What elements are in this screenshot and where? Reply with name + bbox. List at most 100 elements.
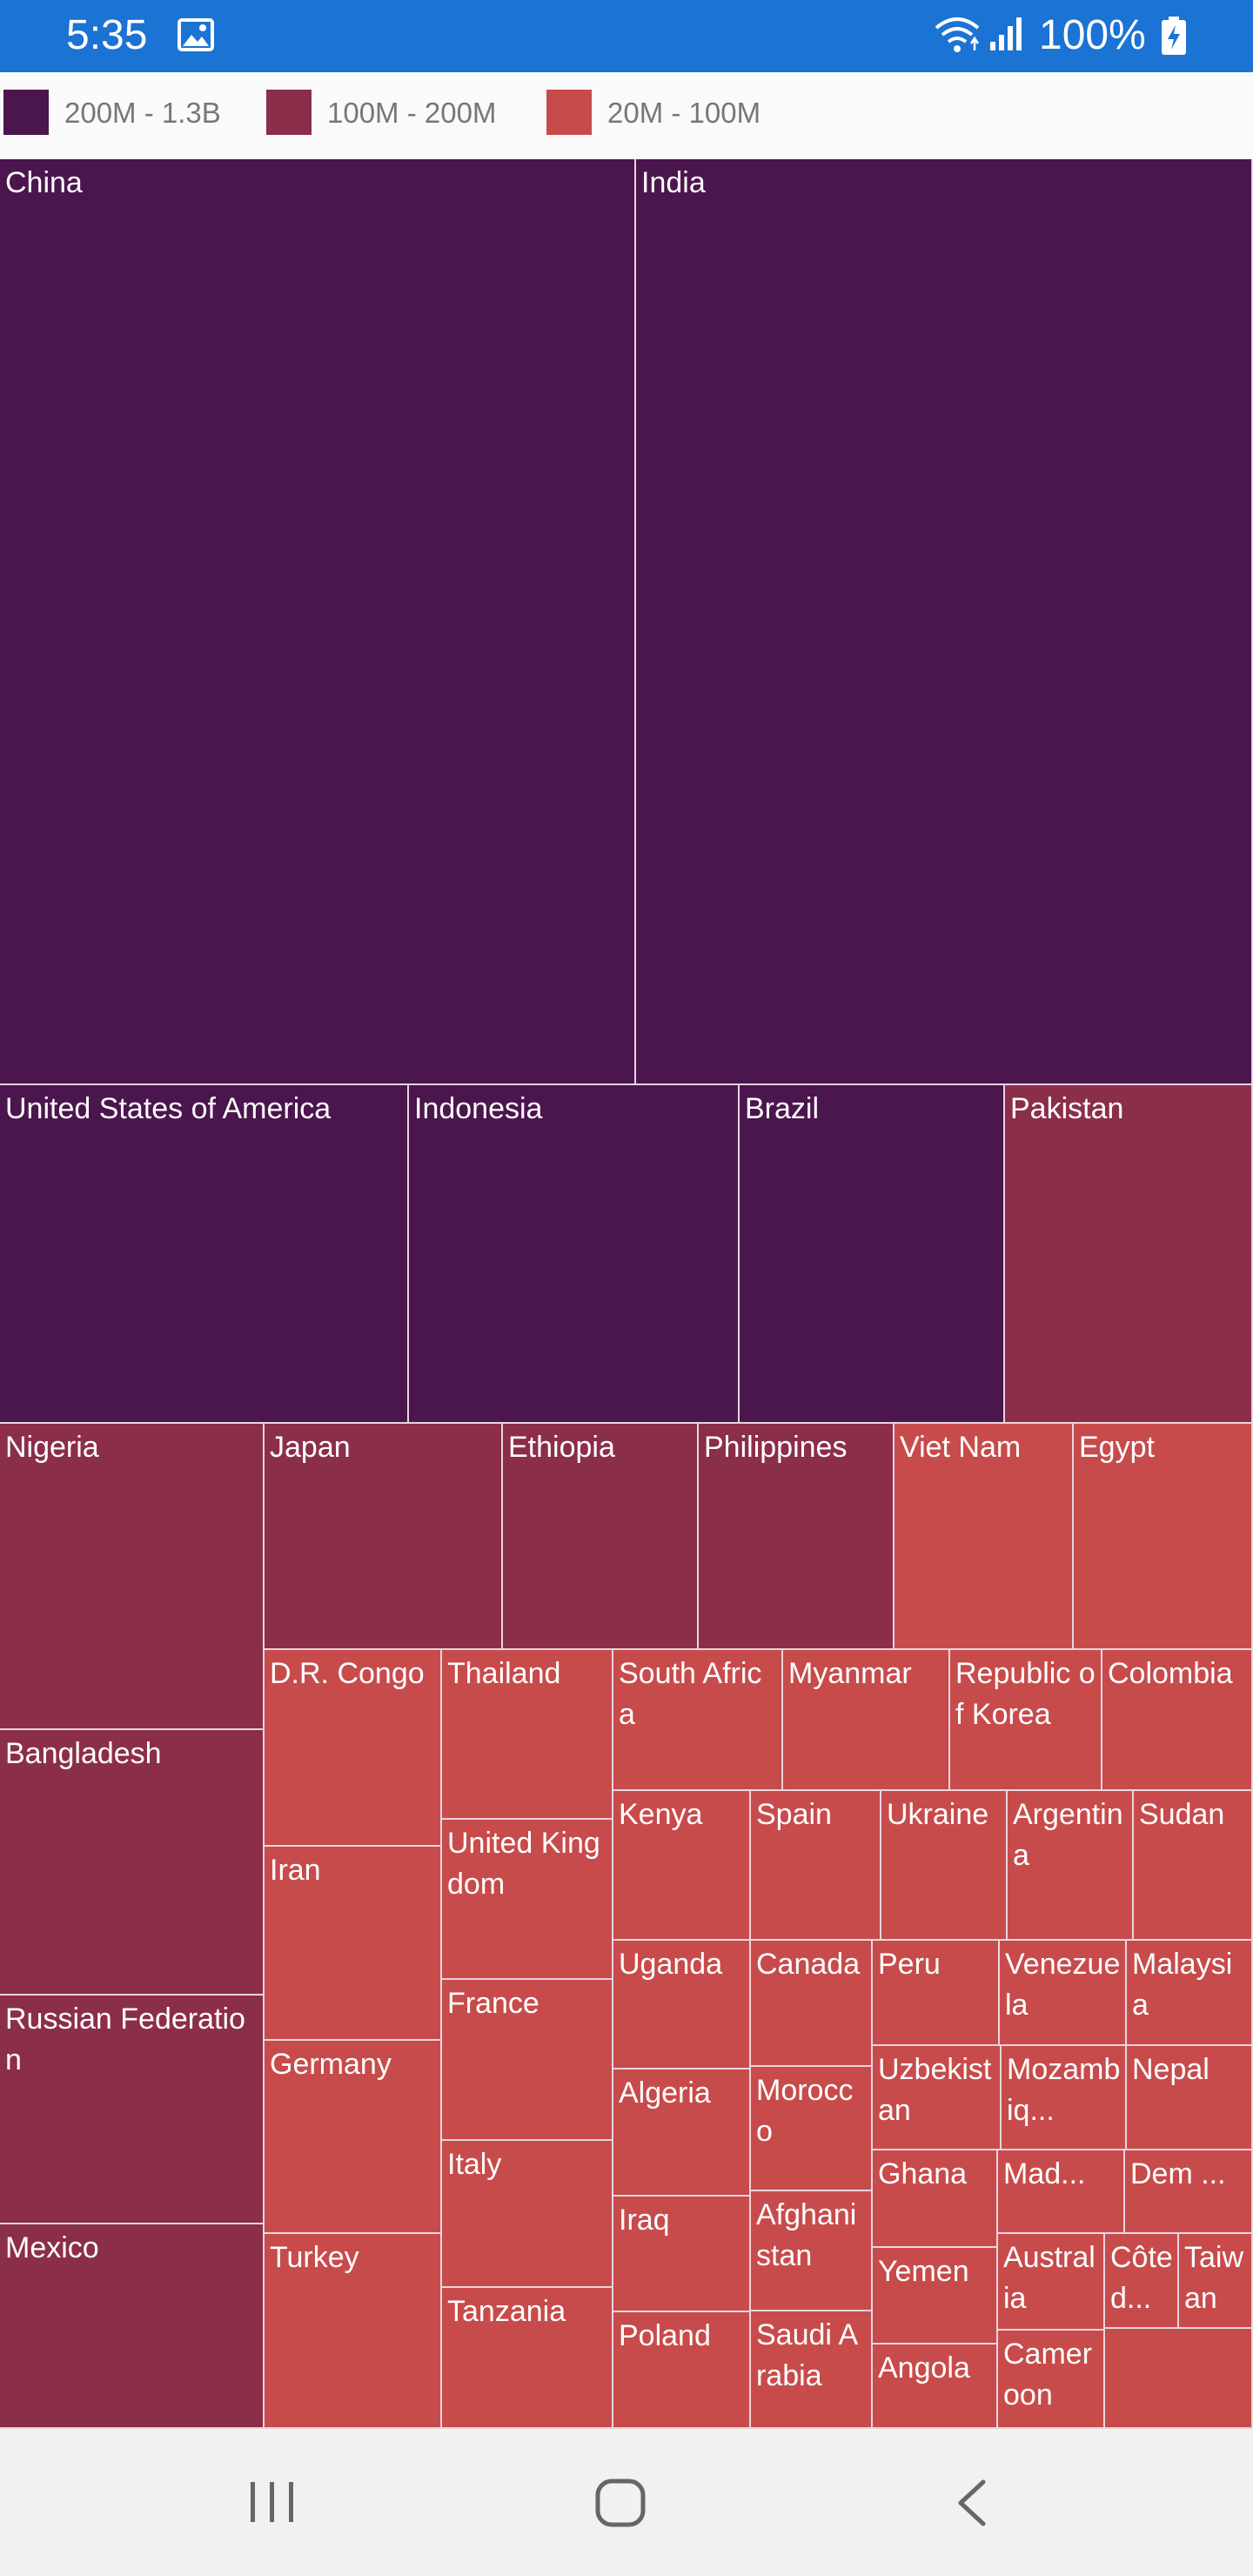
treemap-tile-nepal[interactable]: Nepal bbox=[1127, 2046, 1253, 2150]
treemap-tile-egypt[interactable]: Egypt bbox=[1074, 1424, 1253, 1650]
treemap-tile-label: Australia bbox=[1003, 2241, 1096, 2315]
treemap-tile-angola[interactable]: Angola bbox=[873, 2345, 998, 2429]
treemap-tile-label: Afghanistan bbox=[756, 2198, 857, 2272]
treemap-tile-bangladesh[interactable]: Bangladesh bbox=[0, 1730, 265, 1996]
treemap-tile-peru[interactable]: Peru bbox=[873, 1941, 1000, 2046]
treemap-tile-label: Myanmar bbox=[788, 1657, 912, 1690]
treemap-tile-pakistan[interactable]: Pakistan bbox=[1005, 1085, 1253, 1424]
treemap-tile-taiwan[interactable]: Taiwan bbox=[1179, 2234, 1253, 2329]
treemap-tile-united-kingdom[interactable]: United Kingdom bbox=[442, 1820, 613, 1980]
treemap-tile-label: United Kingdom bbox=[447, 1827, 600, 1901]
treemap-tile-italy[interactable]: Italy bbox=[442, 2141, 613, 2288]
treemap-tile-dem[interactable]: Dem ... bbox=[1125, 2150, 1253, 2234]
treemap-tile-china[interactable]: China bbox=[0, 159, 636, 1085]
treemap-tile-yemen[interactable]: Yemen bbox=[873, 2248, 998, 2345]
treemap-tile-thailand[interactable]: Thailand bbox=[442, 1650, 613, 1820]
status-bar: 5:35 100% bbox=[0, 0, 1253, 72]
legend-label: 200M - 1.3B bbox=[64, 97, 221, 129]
treemap-tile-label: South Africa bbox=[619, 1657, 762, 1731]
home-icon[interactable] bbox=[593, 2477, 647, 2529]
treemap-tile-mozambiq[interactable]: Mozambiq... bbox=[1002, 2046, 1127, 2150]
treemap-tile-argentina[interactable]: Argentina bbox=[1008, 1791, 1134, 1941]
recent-apps-icon[interactable] bbox=[247, 2479, 298, 2526]
treemap-tile-label: Tanzania bbox=[447, 2295, 566, 2328]
treemap-tile-label: Angola bbox=[878, 2351, 970, 2385]
treemap-tile-philippines[interactable]: Philippines bbox=[699, 1424, 895, 1650]
treemap-tile-spain[interactable]: Spain bbox=[751, 1791, 881, 1941]
treemap-tile-australia[interactable]: Australia bbox=[998, 2234, 1105, 2331]
chart-legend: 200M - 1.3B 100M - 200M 20M - 100M bbox=[0, 72, 1253, 159]
treemap-tile-label: Japan bbox=[270, 1431, 351, 1464]
treemap-tile-label: Sudan bbox=[1139, 1798, 1225, 1831]
treemap-tile-kenya[interactable]: Kenya bbox=[613, 1791, 751, 1941]
treemap-tile-brazil[interactable]: Brazil bbox=[740, 1085, 1005, 1424]
back-icon[interactable] bbox=[952, 2477, 994, 2529]
treemap-tile-myanmar[interactable]: Myanmar bbox=[783, 1650, 950, 1791]
treemap-tile-afghanistan[interactable]: Afghanistan bbox=[751, 2191, 873, 2311]
treemap-tile-poland[interactable]: Poland bbox=[613, 2312, 751, 2429]
treemap-tile-d-r-congo[interactable]: D.R. Congo bbox=[265, 1650, 442, 1847]
treemap-tile-iran[interactable]: Iran bbox=[265, 1847, 442, 2041]
treemap-tile-indonesia[interactable]: Indonesia bbox=[409, 1085, 740, 1424]
wifi-icon bbox=[935, 17, 980, 52]
treemap-tile-label: Ghana bbox=[878, 2157, 968, 2190]
treemap-tile-label: Malaysia bbox=[1132, 1948, 1233, 2022]
treemap-tile-algeria[interactable]: Algeria bbox=[613, 2070, 751, 2197]
treemap-tile-morocco[interactable]: Morocco bbox=[751, 2067, 873, 2191]
treemap-tile-label: Brazil bbox=[745, 1092, 820, 1125]
treemap-tile-india[interactable]: India bbox=[636, 159, 1253, 1085]
treemap-chart: China India United States of America Indone… bbox=[0, 159, 1253, 2429]
treemap-tile-label: D.R. Congo bbox=[270, 1657, 425, 1690]
treemap-tile-ukraine[interactable]: Ukraine bbox=[881, 1791, 1008, 1941]
treemap-tile-label: Mad... bbox=[1003, 2157, 1086, 2190]
treemap-tile-tanzania[interactable]: Tanzania bbox=[442, 2288, 613, 2429]
treemap-tile-label: Colombia bbox=[1108, 1657, 1233, 1690]
treemap-tile-label: United States of America bbox=[5, 1092, 332, 1125]
treemap-tile-label: Venezuela bbox=[1005, 1948, 1121, 2022]
treemap-tile-mexico[interactable]: Mexico bbox=[0, 2224, 265, 2429]
treemap-tile-japan[interactable]: Japan bbox=[265, 1424, 503, 1650]
treemap-tile-turkey[interactable]: Turkey bbox=[265, 2234, 442, 2429]
treemap-tile-nigeria[interactable]: Nigeria bbox=[0, 1424, 265, 1730]
treemap-tile-malaysia[interactable]: Malaysia bbox=[1127, 1941, 1253, 2046]
treemap-tile-ghana[interactable]: Ghana bbox=[873, 2150, 998, 2248]
treemap-tile-viet-nam[interactable]: Viet Nam bbox=[895, 1424, 1074, 1650]
treemap-tile-label: Nigeria bbox=[5, 1431, 99, 1464]
treemap-tile-germany[interactable]: Germany bbox=[265, 2041, 442, 2234]
treemap-tile-label: Morocco bbox=[756, 2074, 854, 2148]
treemap-tile-south-africa[interactable]: South Africa bbox=[613, 1650, 783, 1791]
treemap-tile-label: Dem ... bbox=[1130, 2157, 1226, 2190]
treemap-tile-label: Italy bbox=[447, 2148, 502, 2181]
treemap-tile-label: France bbox=[447, 1987, 539, 2020]
treemap-tile-label: China bbox=[5, 166, 83, 199]
treemap-tile-canada[interactable]: Canada bbox=[751, 1941, 873, 2067]
treemap-tile-russian-federation[interactable]: Russian Federation bbox=[0, 1996, 265, 2224]
treemap-tile-colombia[interactable]: Colombia bbox=[1102, 1650, 1253, 1791]
treemap-tile-venezuela[interactable]: Venezuela bbox=[1000, 1941, 1127, 2046]
battery-charging-icon bbox=[1162, 17, 1186, 55]
treemap-tile-label: Côte d... bbox=[1110, 2241, 1173, 2315]
status-time: 5:35 bbox=[66, 12, 148, 58]
treemap-tile-france[interactable]: France bbox=[442, 1980, 613, 2141]
treemap-tile-ethiopia[interactable]: Ethiopia bbox=[503, 1424, 699, 1650]
treemap-tile-sudan[interactable]: Sudan bbox=[1134, 1791, 1253, 1941]
treemap-tile-label: Iraq bbox=[619, 2204, 670, 2237]
treemap-tile-label: Iran bbox=[270, 1854, 321, 1887]
treemap-tile-saudi-arabia[interactable]: Saudi Arabia bbox=[751, 2311, 873, 2429]
legend-swatch bbox=[266, 90, 312, 135]
treemap-tile-uzbekistan[interactable]: Uzbekistan bbox=[873, 2046, 1002, 2150]
treemap-tile-cameroon[interactable]: Cameroon bbox=[998, 2331, 1105, 2429]
treemap-tile-uganda[interactable]: Uganda bbox=[613, 1941, 751, 2070]
treemap-tile-label: Bangladesh bbox=[5, 1737, 162, 1770]
treemap-tile-mad[interactable]: Mad... bbox=[998, 2150, 1125, 2234]
treemap-tile-label: India bbox=[641, 166, 706, 199]
treemap-tile-c-te-d[interactable]: Côte d... bbox=[1105, 2234, 1179, 2329]
navigation-bar bbox=[0, 2429, 1253, 2576]
treemap-tile-label: Saudi Arabia bbox=[756, 2318, 859, 2392]
treemap-tile-iraq[interactable]: Iraq bbox=[613, 2197, 751, 2312]
treemap-tile-label: Indonesia bbox=[414, 1092, 543, 1125]
treemap-tile-empty[interactable] bbox=[1105, 2329, 1253, 2429]
treemap-tile-united-states-of-america[interactable]: United States of America bbox=[0, 1085, 409, 1424]
treemap-tile-label: Turkey bbox=[270, 2241, 359, 2274]
treemap-tile-republic-of-korea[interactable]: Republic of Korea bbox=[950, 1650, 1102, 1791]
